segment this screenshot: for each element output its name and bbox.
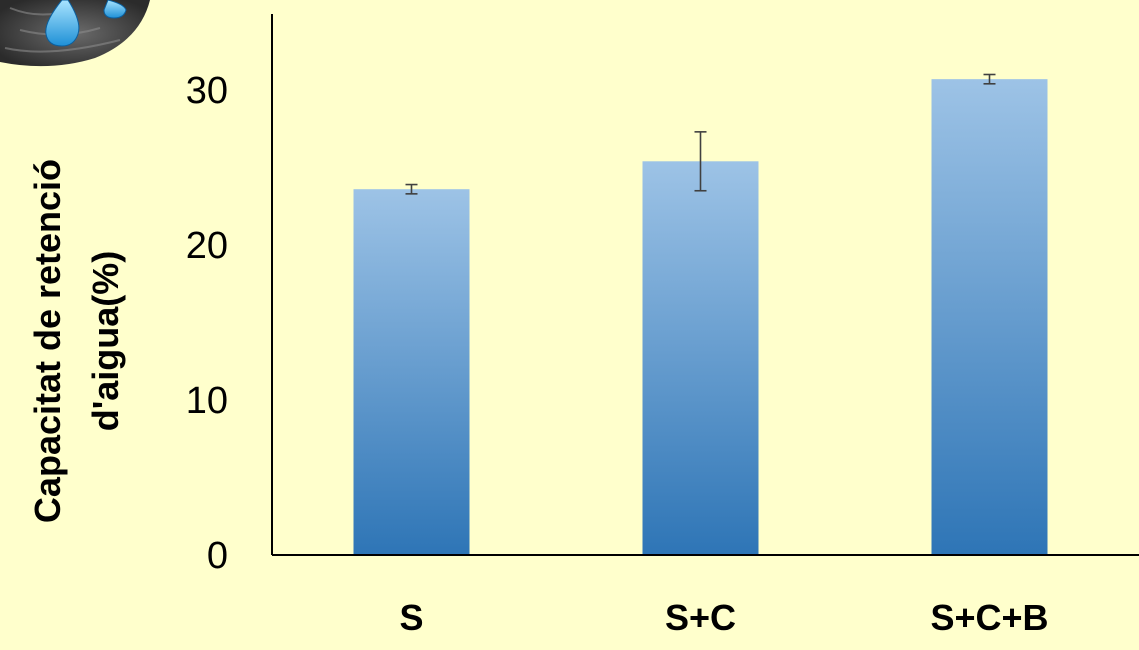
y-axis-title-line1: Capacitat de retenció	[27, 159, 68, 523]
error-bars-group	[405, 73, 996, 195]
x-category-label: S	[399, 597, 423, 638]
error-bar	[694, 131, 707, 192]
y-tick-label: 30	[186, 70, 228, 112]
y-axis-title: Capacitat de retenció d'aigua(%)	[27, 159, 126, 523]
bar-s-plus-c	[642, 161, 759, 556]
x-category-label: S+C	[665, 597, 736, 638]
x-category-label: S+C+B	[930, 597, 1048, 638]
bar-s-plus-c-plus-b	[931, 79, 1048, 556]
y-axis-title-line2: d'aigua(%)	[85, 251, 126, 432]
y-tick-label: 20	[186, 225, 228, 267]
water-drops-on-soil-icon	[0, 0, 150, 67]
y-tick-label: 0	[207, 535, 228, 577]
error-bar	[983, 73, 996, 85]
y-axis-ticks: 0 10 20 30	[186, 70, 228, 577]
bars-group	[353, 79, 1048, 556]
y-tick-label: 10	[186, 380, 228, 422]
x-axis-labels: S S+C S+C+B	[399, 597, 1048, 638]
bar-s	[353, 189, 470, 555]
error-bar	[405, 183, 418, 195]
